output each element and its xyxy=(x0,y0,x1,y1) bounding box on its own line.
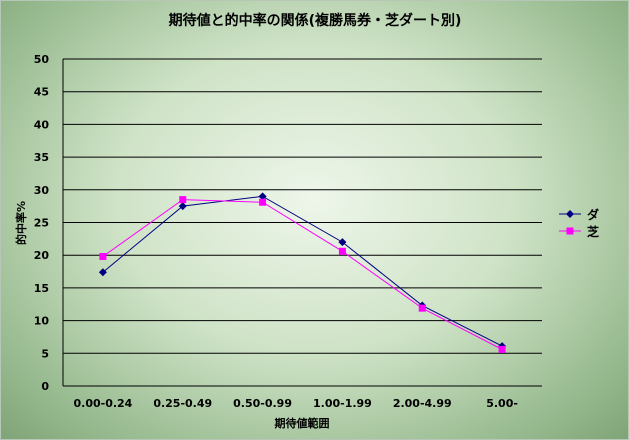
y-tick-label: 45 xyxy=(34,86,49,99)
data-point xyxy=(98,268,107,277)
y-tick-label: 40 xyxy=(34,118,50,131)
x-tick-label: 0.50-0.99 xyxy=(233,397,292,410)
y-tick-label: 50 xyxy=(34,53,50,66)
legend-item: 芝 xyxy=(559,224,599,239)
data-point xyxy=(418,304,426,312)
data-point xyxy=(338,247,346,255)
y-tick-label: 30 xyxy=(34,184,50,197)
legend-marker xyxy=(566,210,574,218)
data-point xyxy=(338,238,347,247)
data-point xyxy=(498,345,506,353)
y-tick-label: 25 xyxy=(34,217,49,230)
y-tick-label: 10 xyxy=(34,315,50,328)
x-tick-label: 5.00- xyxy=(486,397,518,410)
x-axis-label: 期待値範囲 xyxy=(275,416,330,430)
data-point xyxy=(258,192,267,201)
x-tick-label: 2.00-4.99 xyxy=(393,397,452,410)
chart-title: 期待値と的中率の関係(複勝馬券・芝ダート別) xyxy=(169,12,462,29)
x-tick-label: 0.25-0.49 xyxy=(153,397,212,410)
y-tick-label: 20 xyxy=(34,249,50,262)
series-2 xyxy=(99,196,506,353)
y-tick-label: 15 xyxy=(34,282,49,295)
legend-item: ダ xyxy=(559,207,599,222)
y-tick-label: 5 xyxy=(41,347,49,360)
data-point xyxy=(179,196,187,204)
data-point xyxy=(259,198,267,206)
legend-label: ダ xyxy=(587,207,599,222)
series-line xyxy=(102,195,503,347)
y-tick-label: 0 xyxy=(41,380,49,393)
x-tick-label: 0.00-0.24 xyxy=(73,397,132,410)
legend-marker xyxy=(566,227,574,235)
series-line xyxy=(102,199,503,350)
y-tick-label: 35 xyxy=(34,151,49,164)
data-point xyxy=(99,253,107,261)
legend-label: 芝 xyxy=(587,224,599,239)
y-axis-label: 的中率% xyxy=(14,201,28,245)
data-point xyxy=(178,202,187,211)
x-tick-label: 1.00-1.99 xyxy=(313,397,372,410)
